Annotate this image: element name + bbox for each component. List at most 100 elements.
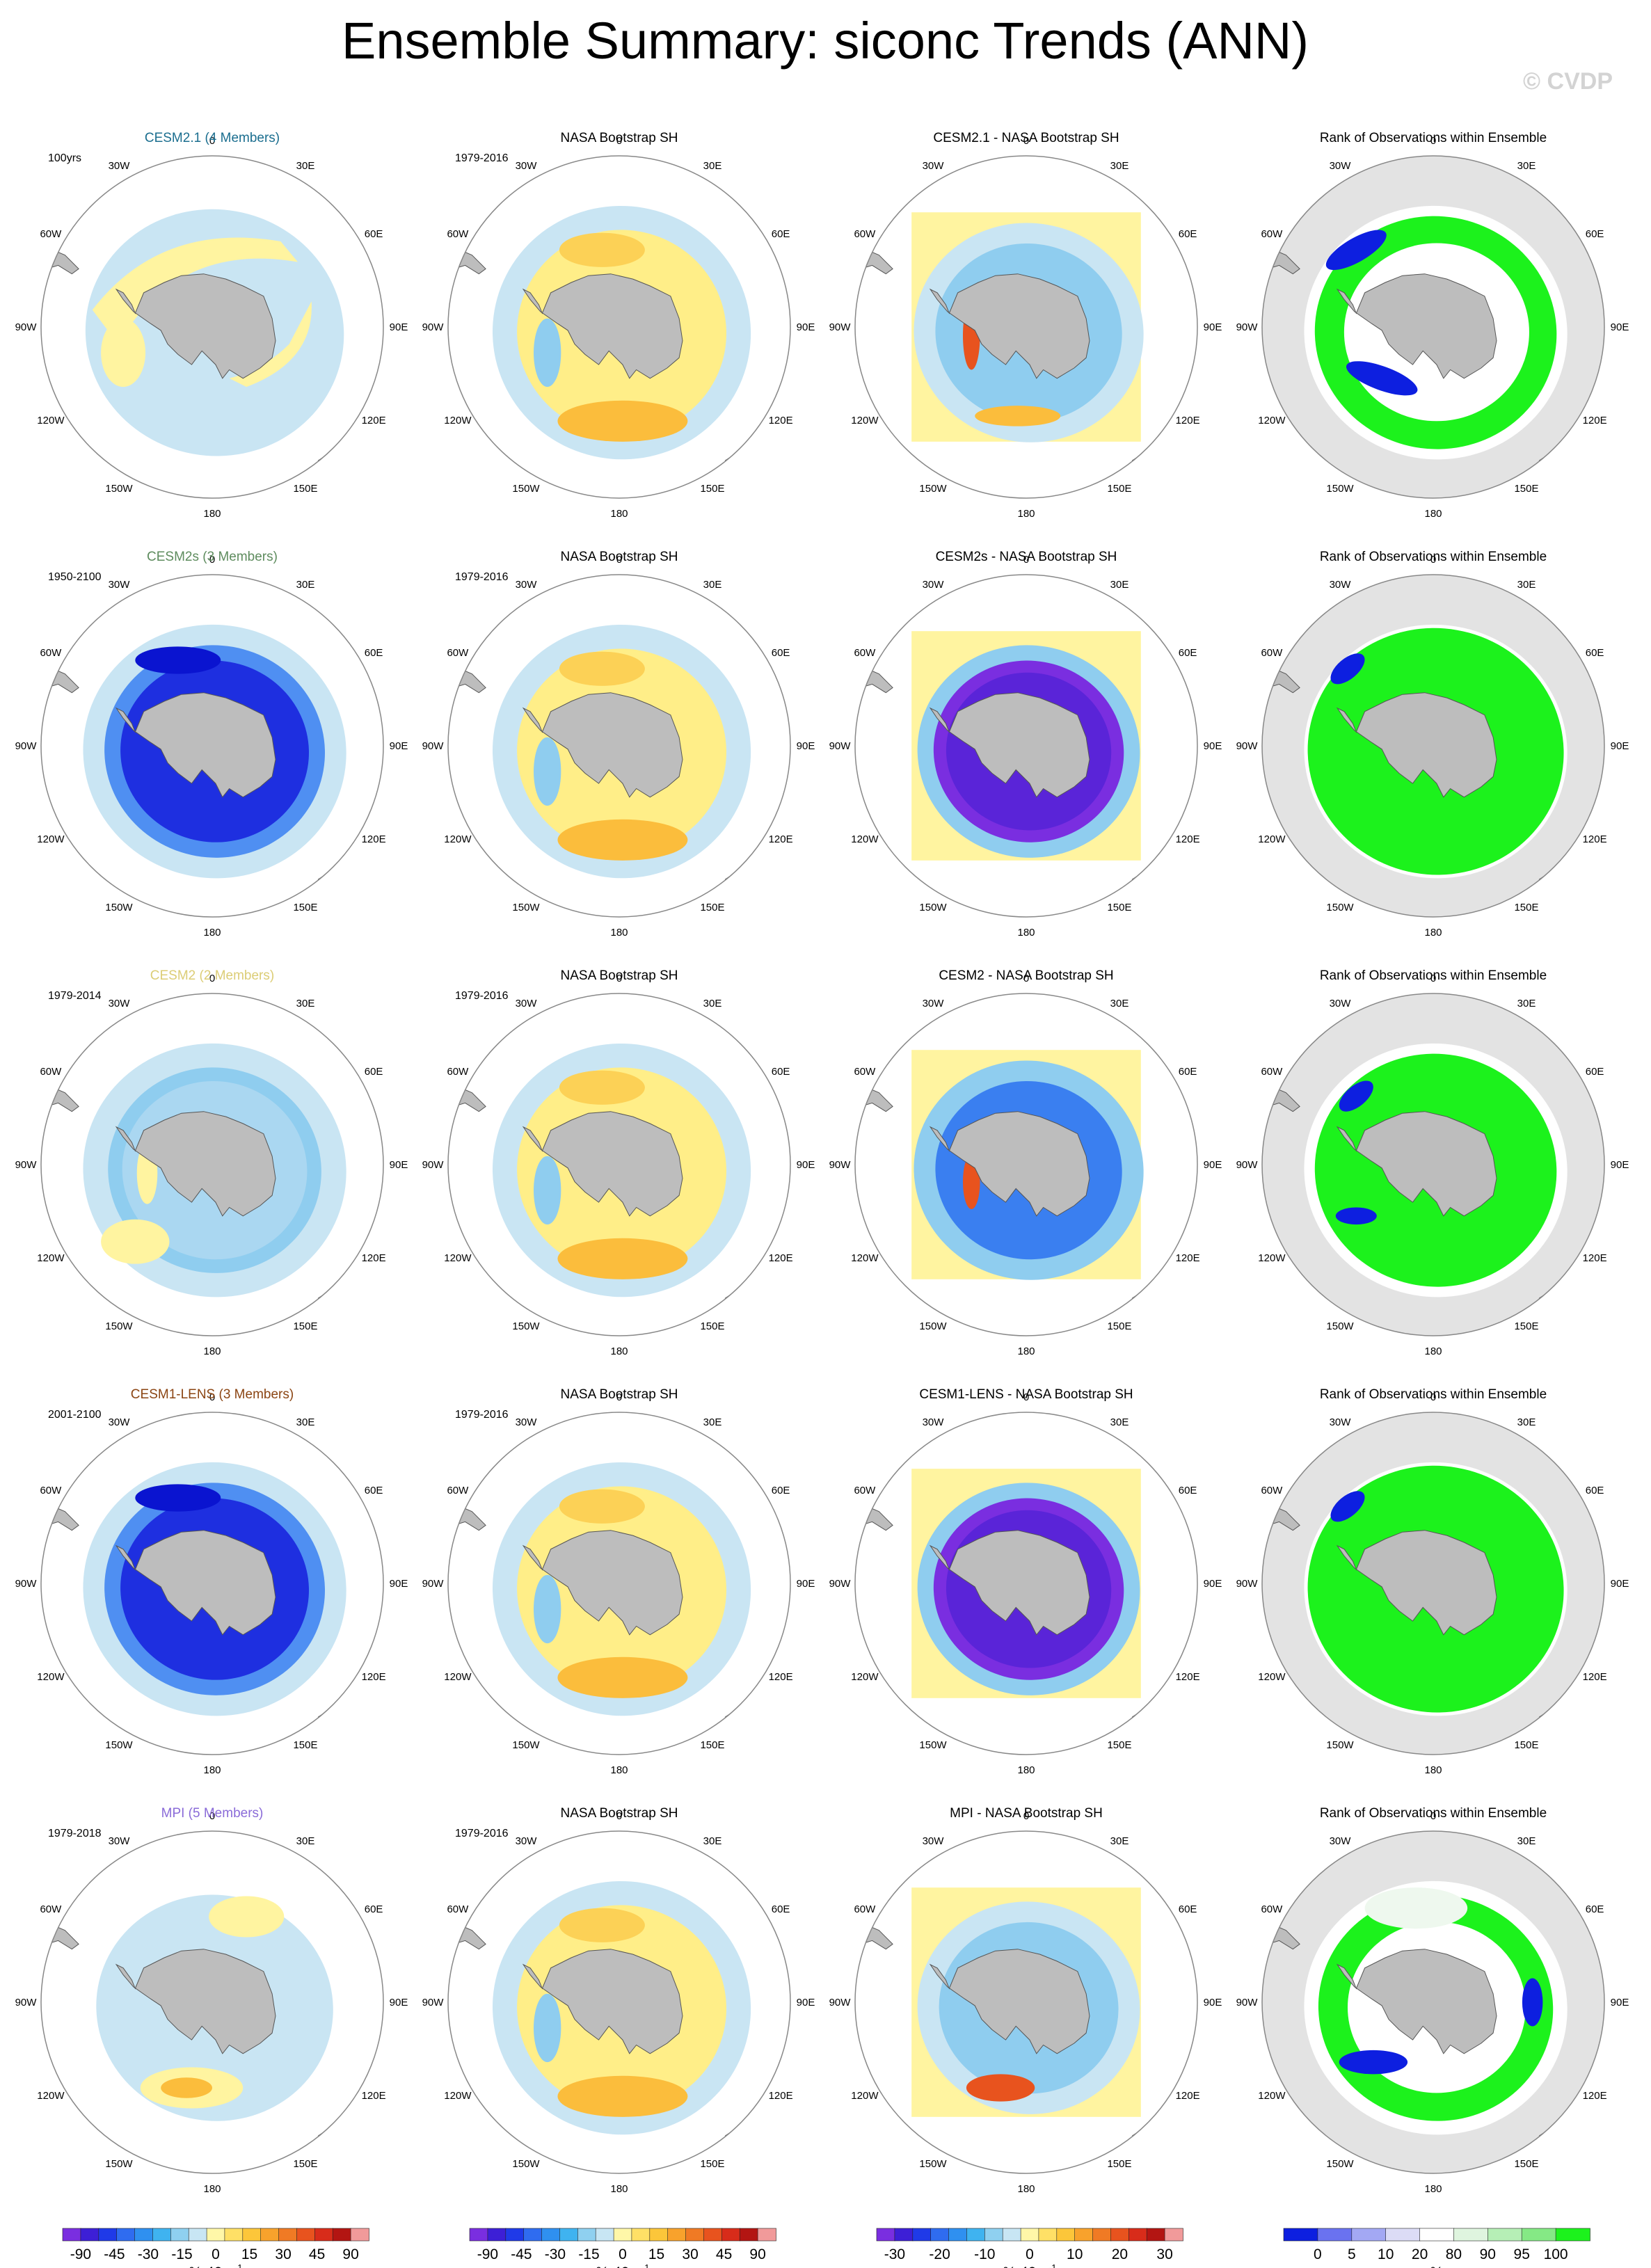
longitude-label: 180: [203, 927, 221, 939]
colorbar-swatch: [912, 2228, 932, 2242]
longitude-label: 30W: [1330, 579, 1352, 591]
longitude-label: 90W: [1236, 1578, 1259, 1590]
colorbar-swatch: [1317, 2228, 1353, 2242]
colorbar-swatch: [469, 2228, 488, 2242]
longitude-label: 90W: [1236, 740, 1259, 752]
colorbar-swatch: [1074, 2228, 1094, 2242]
longitude-label: 150W: [105, 902, 133, 913]
longitude-label: 60E: [1179, 1485, 1197, 1496]
longitude-label: 60W: [447, 1903, 469, 1915]
longitude-label: 180: [1017, 1345, 1035, 1357]
colorbar-swatch: [559, 2228, 579, 2242]
longitude-label: 90W: [422, 740, 445, 752]
colorbar-swatch: [613, 2228, 632, 2242]
colorbar-swatch: [703, 2228, 723, 2242]
longitude-label: 60E: [772, 647, 790, 659]
panel-title: Rank of Observations within Ensemble: [1320, 1806, 1547, 1821]
longitude-label: 150W: [919, 1739, 947, 1751]
panel-title: CESM2.1 (4 Members): [145, 131, 280, 145]
longitude-label: 30W: [923, 998, 945, 1009]
figure-title: Ensemble Summary: siconc Trends (ANN): [342, 12, 1309, 70]
longitude-label: 90E: [390, 1159, 408, 1171]
watermark: © CVDP: [1523, 68, 1613, 95]
longitude-label: 0: [1023, 554, 1029, 566]
longitude-label: 150E: [1514, 1739, 1538, 1751]
longitude-label: 30E: [703, 160, 722, 172]
longitude-label: 120E: [1176, 833, 1200, 845]
colorbar-swatch: [505, 2228, 525, 2242]
longitude-label: 120W: [851, 2090, 879, 2102]
map-panel: 0 30E 60E 90E 120E 150E 180 150W 120W 90W 60W 30W CE…: [829, 550, 1222, 939]
colorbar-tick-label: 90: [1480, 2246, 1496, 2262]
longitude-label: 60W: [447, 1485, 469, 1496]
longitude-label: 150W: [105, 1739, 133, 1751]
longitude-label: 120E: [769, 833, 793, 845]
colorbar-tick-label: 90: [749, 2246, 765, 2262]
longitude-label: 90W: [422, 1997, 445, 2009]
longitude-label: 0: [616, 135, 622, 147]
longitude-label: 150W: [512, 1320, 540, 1332]
colorbar-swatch: [116, 2228, 136, 2242]
panel-title: NASA Bootstrap SH: [561, 1387, 678, 1402]
longitude-label: 150W: [512, 2158, 540, 2170]
longitude-label: 0: [616, 1810, 622, 1822]
longitude-label: 150E: [1107, 1739, 1131, 1751]
longitude-label: 150W: [105, 483, 133, 495]
colorbar-label: % 40yr-1: [189, 2262, 243, 2268]
longitude-label: 120W: [37, 1252, 65, 1264]
colorbar-tick-label: -30: [884, 2246, 905, 2262]
longitude-label: 60W: [40, 228, 62, 240]
longitude-label: 30W: [923, 1835, 945, 1847]
colorbar-swatch: [98, 2228, 118, 2242]
longitude-label: 150E: [700, 902, 724, 913]
longitude-label: 120W: [444, 2090, 472, 2102]
longitude-label: 120W: [851, 1671, 879, 1683]
longitude-label: 0: [1023, 1391, 1029, 1403]
longitude-label: 180: [203, 2183, 221, 2195]
longitude-label: 0: [1430, 1391, 1436, 1403]
colorbar-tick-label: 80: [1446, 2246, 1462, 2262]
longitude-label: 90E: [1611, 321, 1629, 333]
longitude-label: 60W: [854, 1066, 876, 1078]
longitude-label: 120E: [362, 2090, 386, 2102]
longitude-label: 150W: [1326, 1320, 1354, 1332]
longitude-label: 30E: [1110, 579, 1129, 591]
longitude-label: 90W: [1236, 1997, 1259, 2009]
colorbar-swatch: [739, 2228, 758, 2242]
longitude-label: 180: [203, 1764, 221, 1776]
colorbar-swatch: [224, 2228, 244, 2242]
period-label: 100yrs: [48, 152, 81, 164]
longitude-label: 90E: [797, 1159, 815, 1171]
longitude-label: 60W: [447, 1066, 469, 1078]
longitude-label: 120W: [1258, 833, 1286, 845]
longitude-label: 90E: [1204, 740, 1222, 752]
colorbar-tick-label: -30: [138, 2246, 159, 2262]
map-panel: 0 30E 60E 90E 120E 150E 180 150W 120W 90W 60W 30W CE…: [15, 968, 408, 1357]
period-label: 1979-2018: [48, 1828, 102, 1839]
colorbar-swatch: [1385, 2228, 1421, 2242]
longitude-label: 30E: [1110, 160, 1129, 172]
colorbar-swatch: [1453, 2228, 1489, 2242]
longitude-label: 90W: [15, 740, 38, 752]
colorbar-label: %: [1430, 2265, 1444, 2268]
colorbar-swatch: [62, 2228, 81, 2242]
longitude-label: 30E: [1110, 1416, 1129, 1428]
colorbar-tick-label: -10: [974, 2246, 995, 2262]
longitude-label: 60W: [1261, 647, 1283, 659]
longitude-label: 60E: [365, 1485, 383, 1496]
colorbar-tick-label: 0: [619, 2246, 627, 2262]
colorbar-tick-label: 20: [1412, 2246, 1428, 2262]
longitude-label: 30E: [703, 579, 722, 591]
longitude-label: 60E: [1586, 1485, 1604, 1496]
colorbar-tick-label: -90: [477, 2246, 498, 2262]
colorbar-swatch: [541, 2228, 561, 2242]
longitude-label: 60W: [854, 1485, 876, 1496]
longitude-label: 90W: [829, 1159, 852, 1171]
panel-title: MPI - NASA Bootstrap SH: [950, 1806, 1103, 1821]
colorbar-swatch: [757, 2228, 776, 2242]
longitude-label: 30W: [109, 1835, 131, 1847]
longitude-label: 0: [1430, 973, 1436, 984]
longitude-label: 150E: [1107, 2158, 1131, 2170]
colorbar-swatch: [1283, 2228, 1318, 2242]
longitude-label: 90E: [1204, 1159, 1222, 1171]
